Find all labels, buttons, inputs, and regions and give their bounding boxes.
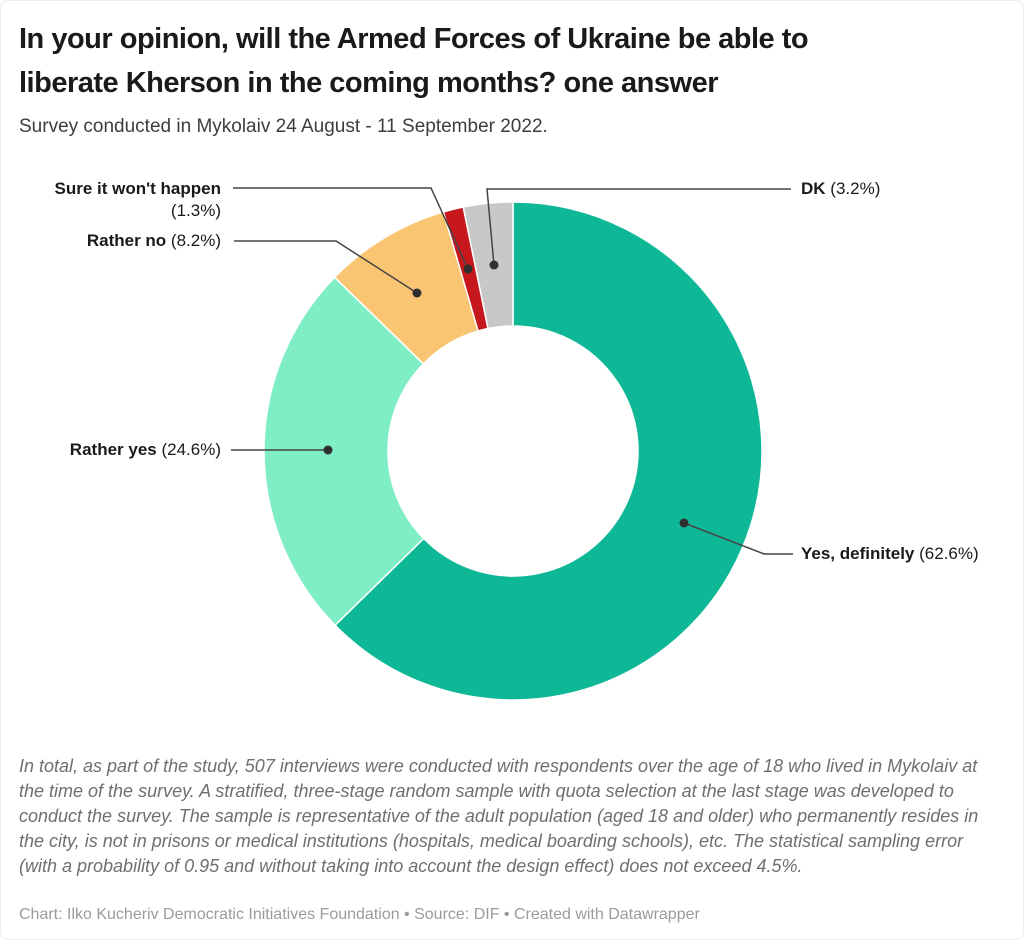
leader-dot-dk — [489, 260, 499, 270]
callout-label: Rather no — [86, 231, 167, 250]
leader-line-dk — [486, 188, 791, 266]
slice-dk[interactable] — [462, 201, 514, 330]
leader-line-sure-it-wont-happen — [233, 187, 469, 270]
callout-rather-no: Rather no (8.2%) — [87, 230, 221, 252]
callout-value: (62.6%) — [919, 544, 979, 563]
leader-line-rather-no — [234, 240, 418, 294]
leader-dot-rather-yes — [323, 445, 333, 455]
leader-line-yes-definitely — [683, 522, 793, 555]
callout-yes-definitely: Yes, definitely (62.6%) — [801, 543, 979, 565]
callout-value: (24.6%) — [161, 440, 221, 459]
callout-dk: DK (3.2%) — [801, 178, 880, 200]
leader-dot-rather-no — [412, 288, 422, 298]
callout-label: Yes, definitely — [801, 544, 915, 563]
callout-rather-yes: Rather yes (24.6%) — [70, 439, 221, 461]
chart-subtitle: Survey conducted in Mykolaiv 24 August -… — [19, 116, 548, 137]
title-line-2: liberate Kherson in the coming months? o… — [19, 67, 719, 99]
methodology-note: In total, as part of the study, 507 inte… — [19, 756, 979, 876]
title-line-1: In your opinion, will the Armed Forces o… — [19, 23, 809, 55]
callout-label: Rather yes — [69, 440, 157, 459]
callout-label: Sure it won't happen — [54, 179, 222, 198]
leader-dot-sure-it-wont-happen — [463, 264, 473, 274]
slice-rather-yes[interactable] — [263, 276, 425, 627]
slice-yes-definitely[interactable] — [334, 201, 763, 701]
attribution-line: Chart: Ilko Kucheriv Democratic Initiati… — [19, 906, 700, 923]
callout-value: (1.3%) — [170, 201, 221, 220]
callout-label: DK — [801, 179, 826, 198]
chart-title: In your opinion, will the Armed Forces o… — [19, 17, 809, 105]
callout-value: (8.2%) — [170, 231, 221, 250]
leader-dot-yes-definitely — [679, 518, 689, 528]
callout-value: (3.2%) — [830, 179, 881, 198]
callout-sure-it-wont-happen: Sure it won't happen (1.3%) — [55, 178, 222, 222]
